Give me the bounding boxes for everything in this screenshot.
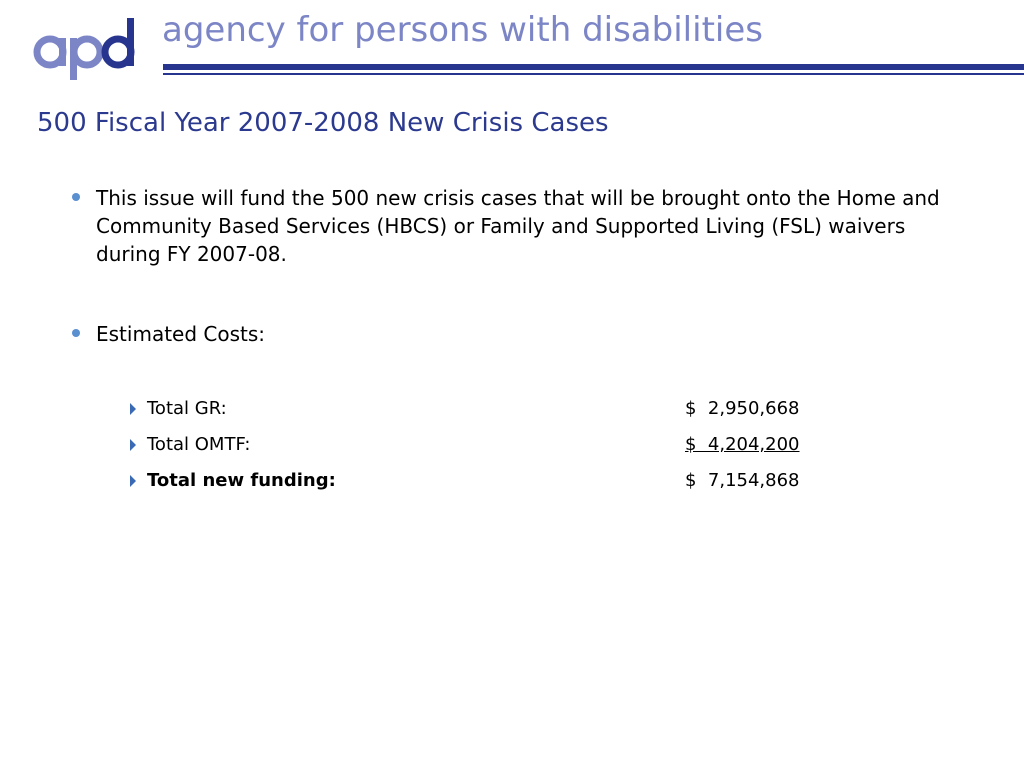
cost-amount: $ 2,950,668 — [685, 398, 800, 419]
header-rule-thick — [163, 64, 1024, 70]
bullet-dot-icon — [72, 329, 80, 337]
cost-amount: $ 7,154,868 — [685, 470, 800, 491]
triangle-right-icon — [130, 475, 136, 487]
bullet-item: Estimated Costs: — [72, 320, 952, 348]
cost-label: Total new funding: — [147, 470, 336, 491]
bullet-text: Estimated Costs: — [96, 322, 266, 346]
cost-row-total-gr: Total GR: $ 2,950,668 — [128, 397, 828, 421]
header-rule-thin — [163, 73, 1024, 75]
cost-label: Total OMTF: — [147, 434, 251, 455]
bullet-item: This issue will fund the 500 new crisis … — [72, 184, 952, 268]
triangle-right-icon — [130, 439, 136, 451]
cost-row-total-omtf: Total OMTF: $ 4,204,200 — [128, 433, 828, 457]
agency-name: agency for persons with disabilities — [162, 10, 763, 50]
apd-logo: apd — [33, 18, 135, 80]
cost-amount: $ 4,204,200 — [685, 434, 800, 455]
slide-title: 500 Fiscal Year 2007-2008 New Crisis Cas… — [37, 108, 609, 138]
cost-label: Total GR: — [147, 398, 227, 419]
bullet-text: This issue will fund the 500 new crisis … — [96, 186, 940, 266]
triangle-right-icon — [130, 403, 136, 415]
header-rule — [163, 64, 1024, 76]
bullet-dot-icon — [72, 193, 80, 201]
cost-row-total-new-funding: Total new funding: $ 7,154,868 — [128, 469, 828, 493]
